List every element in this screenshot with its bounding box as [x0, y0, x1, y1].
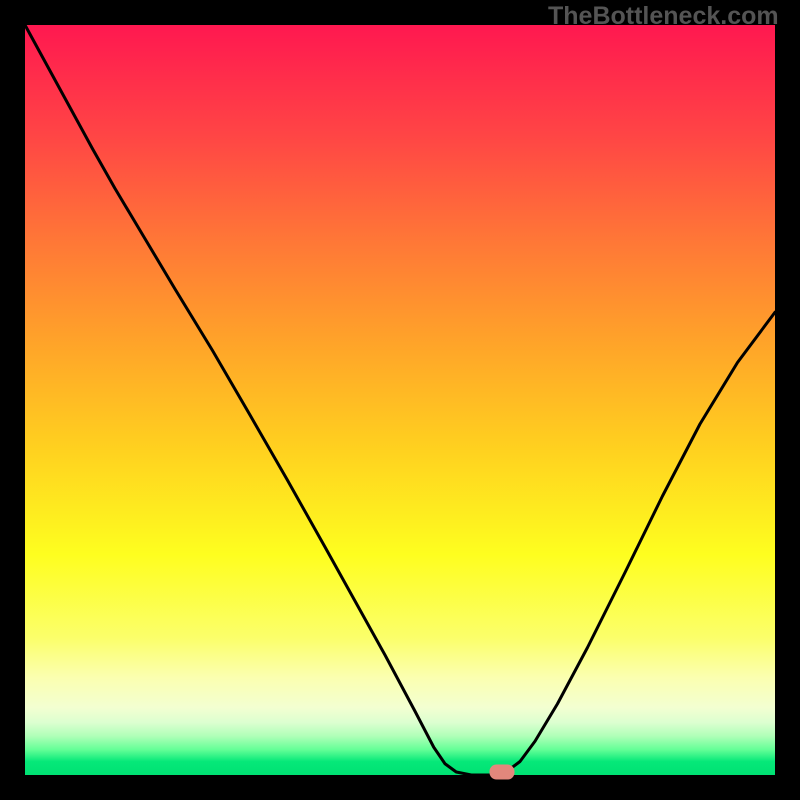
optimum-marker: [490, 765, 515, 780]
watermark-label: TheBottleneck.com: [548, 2, 779, 31]
bottleneck-curve-chart: [0, 0, 800, 800]
chart-stage: TheBottleneck.com: [0, 0, 800, 800]
plot-background: [25, 25, 775, 775]
